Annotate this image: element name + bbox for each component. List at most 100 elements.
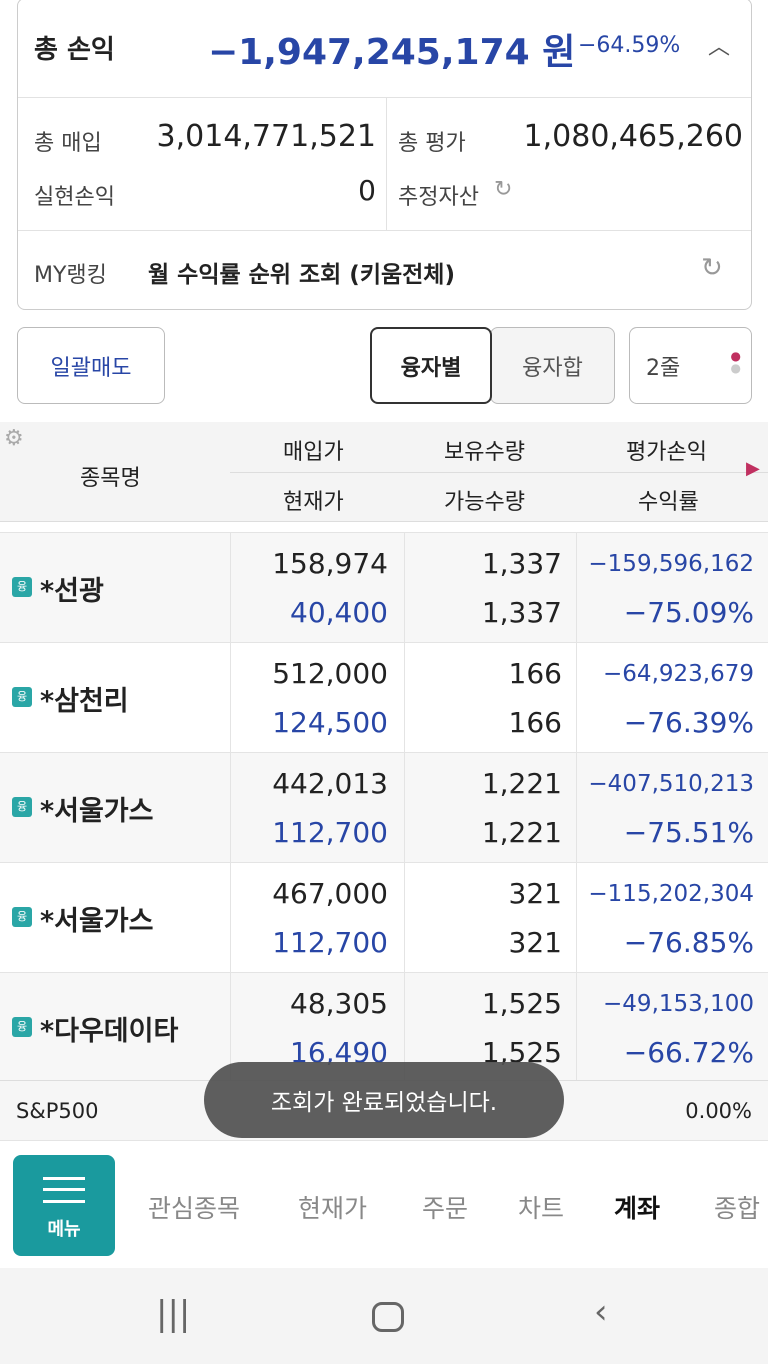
- lines-label: 2줄: [646, 355, 681, 381]
- menu-icon: [43, 1177, 85, 1203]
- menu-icon: [43, 1188, 85, 1191]
- col-divider: [576, 863, 577, 973]
- current-price: 124,500: [272, 706, 388, 739]
- stock-row[interactable]: 융 *선광 158,974 40,400 1,337 1,337 −159,596,162 −…: [0, 532, 768, 643]
- refresh-icon[interactable]: ↻: [701, 253, 723, 283]
- nav-item[interactable]: 차트: [518, 1194, 565, 1223]
- stock-name: *삼천리: [40, 686, 129, 717]
- scroll-arrow[interactable]: ▶: [746, 458, 760, 479]
- return-rate: −76.85%: [623, 926, 754, 959]
- header: 매입가: [283, 440, 344, 465]
- settings-icon[interactable]: ⚙: [4, 426, 24, 451]
- stock-name: *서울가스: [40, 906, 154, 937]
- detail-box: [18, 97, 751, 231]
- divider: [230, 472, 768, 473]
- available: 166: [508, 706, 562, 739]
- quantity: 1,221: [481, 767, 562, 800]
- col-divider: [576, 533, 577, 643]
- stock-row[interactable]: 융 *삼천리 512,000 124,500 166 166 −64,923,679 −76.…: [0, 642, 768, 753]
- header: 현재가: [283, 490, 344, 515]
- badge: 융: [12, 577, 32, 597]
- buy-price: 158,974: [272, 547, 388, 580]
- profit-loss: −49,153,100: [603, 991, 754, 1017]
- label: 추정자산: [398, 185, 479, 210]
- tab[interactable]: 융자합: [490, 327, 615, 404]
- col-divider: [404, 643, 405, 753]
- more-icon: ● ●: [730, 349, 741, 375]
- total-pl-value: −1,947,245,174: [208, 32, 530, 73]
- header: 수익률: [638, 490, 699, 515]
- current-price: 40,400: [290, 596, 388, 629]
- total-rate: −64.59%: [578, 33, 681, 58]
- return-rate: −76.39%: [623, 706, 754, 739]
- badge: 융: [12, 907, 32, 927]
- stock-name: *다우데이타: [40, 1016, 179, 1047]
- stock-name: *선광: [40, 576, 104, 607]
- nav-item[interactable]: 관심종목: [148, 1194, 241, 1223]
- current-price: 112,700: [272, 816, 388, 849]
- profit-loss: −64,923,679: [603, 661, 754, 687]
- divider: [386, 97, 387, 231]
- stock-row[interactable]: 융 *다우데이타 48,305 16,490 1,525 1,525 −49,153,100…: [0, 972, 768, 1083]
- back-button[interactable]: ‹: [594, 1292, 608, 1332]
- stock-row[interactable]: 융 *서울가스 442,013 112,700 1,221 1,221 −407,510,2…: [0, 752, 768, 863]
- stock-row[interactable]: 융 *서울가스 467,000 112,700 321 321 −115,202,304 −7…: [0, 862, 768, 973]
- available: 1,337: [481, 596, 562, 629]
- badge: 융: [12, 687, 32, 707]
- label: 총 매입: [34, 131, 102, 156]
- quantity: 1,525: [481, 987, 562, 1020]
- col-divider: [230, 643, 231, 753]
- col-divider: [230, 973, 231, 1083]
- col-divider: [576, 643, 577, 753]
- buy-price: 512,000: [272, 657, 388, 690]
- home-button[interactable]: [372, 1302, 404, 1332]
- return-rate: −75.09%: [623, 596, 754, 629]
- col-divider: [576, 753, 577, 863]
- label: 실현손익: [34, 185, 115, 210]
- tab-active[interactable]: 융자별: [370, 327, 492, 404]
- available: 321: [508, 926, 562, 959]
- value: 1,080,465,260: [523, 119, 743, 154]
- badge: 융: [12, 797, 32, 817]
- label: 총 평가: [398, 131, 466, 156]
- header: 보유수량: [444, 440, 525, 465]
- lines-button[interactable]: 2줄 ● ●: [629, 327, 752, 404]
- label: MY랭킹: [34, 263, 107, 288]
- badge: 융: [12, 1017, 32, 1037]
- buy-price: 442,013: [272, 767, 388, 800]
- collapse-icon[interactable]: ︿: [708, 35, 731, 60]
- buy-price: 48,305: [290, 987, 388, 1020]
- nav-item[interactable]: 주문: [422, 1194, 469, 1223]
- profit-loss: −115,202,304: [588, 881, 754, 907]
- value: 0: [358, 174, 376, 207]
- title: 총 손익: [34, 35, 115, 65]
- col-divider: [230, 863, 231, 973]
- nav-item[interactable]: 계좌: [614, 1194, 661, 1223]
- col-divider: [576, 973, 577, 1083]
- col-divider: [230, 753, 231, 863]
- col-divider: [404, 753, 405, 863]
- quantity: 1,337: [481, 547, 562, 580]
- header: 종목명: [80, 466, 141, 491]
- table-header: ⚙ 종목명 매입가 현재가 보유수량 가능수량 평가손익 수익률 ▶: [0, 422, 768, 522]
- system-bar: ||| ‹: [0, 1268, 768, 1364]
- recent-button[interactable]: |||: [156, 1294, 191, 1334]
- current-price: 112,700: [272, 926, 388, 959]
- header: 평가손익: [626, 440, 707, 465]
- quantity: 321: [508, 877, 562, 910]
- buy-price: 467,000: [272, 877, 388, 910]
- nav-item[interactable]: 현재가: [298, 1194, 368, 1223]
- menu-button[interactable]: 메뉴: [13, 1155, 115, 1256]
- profit-loss: −159,596,162: [588, 551, 754, 577]
- sell-all-button[interactable]: 일괄매도: [17, 327, 165, 404]
- nav-item[interactable]: 종합: [714, 1194, 761, 1223]
- refresh-icon[interactable]: ↻: [494, 177, 513, 202]
- summary-card: 총 손익 −1,947,245,174 원 −64.59% ︿ 총 매입 3,0…: [17, 0, 752, 310]
- ranking-link[interactable]: 월 수익률 순위 조회 (키움전체): [148, 262, 455, 288]
- toast: 조회가 완료되었습니다.: [204, 1062, 564, 1138]
- profit-loss: −407,510,213: [588, 771, 754, 797]
- index-name: S&P500: [16, 1099, 99, 1123]
- col-divider: [404, 533, 405, 643]
- col-divider: [404, 863, 405, 973]
- menu-label: 메뉴: [47, 1219, 81, 1240]
